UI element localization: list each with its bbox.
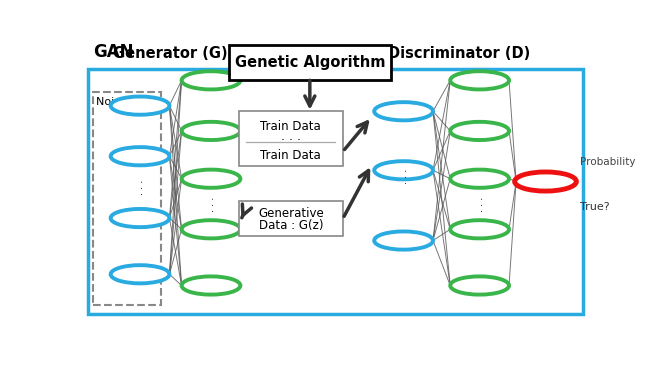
Ellipse shape [450,71,509,89]
Text: . . .: . . . [398,168,409,184]
Ellipse shape [182,71,241,89]
Ellipse shape [450,220,509,238]
Ellipse shape [374,161,433,179]
Ellipse shape [374,231,433,250]
Ellipse shape [450,170,509,188]
Ellipse shape [111,147,169,165]
Text: True?: True? [580,202,610,212]
Text: Generator (G): Generator (G) [113,46,228,61]
Text: . . .: . . . [206,196,216,212]
FancyBboxPatch shape [229,45,391,80]
Text: Train Data: Train Data [260,120,321,132]
Ellipse shape [111,209,169,227]
Text: . . .: . . . [135,180,145,195]
FancyBboxPatch shape [239,201,343,236]
Text: Noise (Z): Noise (Z) [96,96,146,107]
Ellipse shape [182,220,241,238]
Text: . . .: . . . [281,130,301,143]
FancyBboxPatch shape [239,111,343,166]
Ellipse shape [111,96,169,115]
Ellipse shape [182,122,241,140]
Ellipse shape [182,170,241,188]
Ellipse shape [111,265,169,283]
Ellipse shape [182,276,241,295]
FancyBboxPatch shape [88,69,583,314]
Ellipse shape [374,102,433,120]
Ellipse shape [515,172,576,191]
Text: Generative: Generative [258,207,324,220]
Ellipse shape [450,122,509,140]
Text: Discriminator (D): Discriminator (D) [388,46,530,61]
Text: . . .: . . . [475,196,485,212]
Ellipse shape [450,276,509,295]
Text: Genetic Algorithm: Genetic Algorithm [235,55,385,70]
Text: Probability: Probability [580,157,636,167]
Text: GAN: GAN [93,43,133,61]
Text: Train Data: Train Data [260,149,321,162]
Text: Data : G(z): Data : G(z) [258,219,323,233]
